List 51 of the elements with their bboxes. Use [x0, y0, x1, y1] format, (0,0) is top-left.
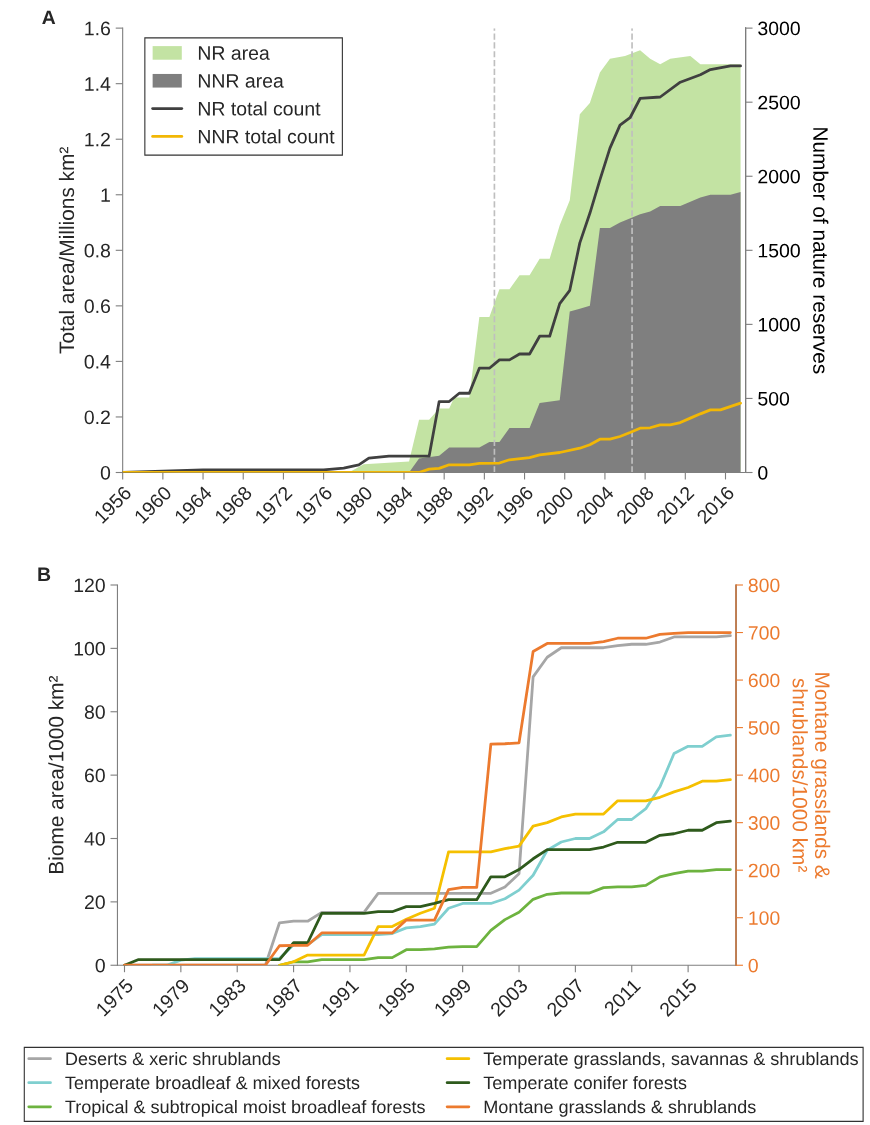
legend-label: Montane grasslands & shrublands: [484, 1100, 756, 1117]
legend-label: Deserts & xeric shrublands: [66, 1051, 281, 1066]
y2-tick-label: 1000: [758, 317, 800, 332]
y-axis-title: Biome area/1000 km²: [48, 675, 64, 873]
y2-tick-label: 2500: [758, 95, 800, 110]
y-tick-label: 0.8: [84, 243, 111, 258]
y-tick-label: 0: [95, 958, 105, 973]
y2-tick-label: 500: [758, 391, 790, 406]
y-tick-label: 1.2: [85, 132, 110, 147]
y2-axis-title: Montane grasslands & shrublands/1000 km²: [792, 673, 831, 879]
legend-label: Temperate broadleaf & mixed forests: [65, 1075, 360, 1093]
line-series: [123, 819, 732, 966]
y2-tick-label: 600: [748, 673, 780, 688]
y-tick-label: 0: [100, 465, 111, 480]
y2-tick-label: 3000: [758, 21, 800, 36]
y-tick-label: 0.6: [84, 299, 111, 314]
line-series: [122, 401, 742, 473]
line-series: [278, 778, 732, 966]
y-tick-label: 80: [84, 705, 105, 719]
legend-label: Temperate conifer forests: [483, 1075, 687, 1093]
y2-tick-label: 800: [748, 578, 780, 593]
chart-title: B: [38, 567, 51, 581]
y-tick-label: 1: [101, 188, 110, 202]
y-tick-label: 120: [74, 578, 105, 593]
y-tick-label: 40: [84, 831, 105, 846]
y2-tick-label: 300: [748, 816, 780, 830]
y2-tick-label: 2000: [758, 169, 800, 184]
legend-label: NNR total count: [198, 129, 335, 144]
y-tick-label: 1.6: [85, 21, 111, 36]
legend-label: Temperate grasslands, savannas & shrublands: [483, 1051, 858, 1069]
y-tick-label: 1.4: [85, 77, 111, 91]
y2-tick-label: 0: [748, 958, 758, 973]
y2-tick-label: 400: [748, 768, 780, 783]
y-tick-label: 60: [85, 768, 105, 783]
y-tick-label: 100: [74, 641, 105, 656]
y-tick-label: 20: [85, 895, 105, 910]
y2-tick-label: 200: [748, 863, 780, 878]
y-tick-label: 0.4: [84, 354, 111, 369]
y2-tick-label: 100: [749, 911, 780, 925]
legend-label: NR area: [198, 46, 270, 60]
y-tick-label: 0.2: [84, 410, 110, 425]
legend-label: Tropical & subtropical moist broadleaf forests: [65, 1100, 425, 1117]
y2-tick-label: 700: [748, 626, 780, 640]
y-axis-title: Total area/Millions km²: [58, 147, 75, 354]
chart-title: A: [42, 10, 56, 25]
y2-tick-label: 1500: [758, 243, 800, 258]
legend-label: NR total count: [198, 101, 321, 116]
y2-tick-label: 0: [758, 465, 768, 480]
y2-tick-label: 500: [748, 721, 780, 735]
y2-axis-title: Number of nature reserves: [813, 128, 829, 374]
legend-label: NNR area: [198, 74, 284, 88]
